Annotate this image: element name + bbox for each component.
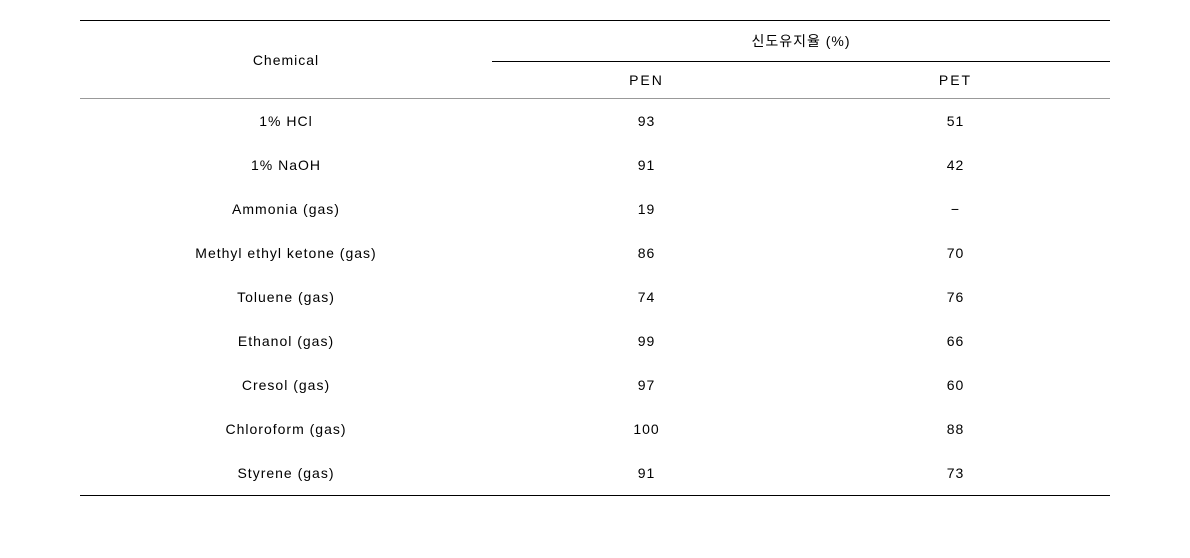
cell-pet: 70 xyxy=(801,231,1110,275)
table-header: Chemical 신도유지율 (%) PEN PET xyxy=(80,21,1110,99)
cell-pen: 97 xyxy=(492,363,801,407)
cell-pen: 93 xyxy=(492,99,801,144)
table-body: 1% HCl 93 51 1% NaOH 91 42 Ammonia (gas)… xyxy=(80,99,1110,496)
cell-pet: 88 xyxy=(801,407,1110,451)
cell-chemical: Methyl ethyl ketone (gas) xyxy=(80,231,492,275)
column-header-pet: PET xyxy=(801,62,1110,99)
cell-pet: 42 xyxy=(801,143,1110,187)
cell-pen: 74 xyxy=(492,275,801,319)
cell-pet: 60 xyxy=(801,363,1110,407)
cell-pen: 99 xyxy=(492,319,801,363)
cell-chemical: Cresol (gas) xyxy=(80,363,492,407)
table-row: Ethanol (gas) 99 66 xyxy=(80,319,1110,363)
cell-pen: 91 xyxy=(492,143,801,187)
cell-pen: 86 xyxy=(492,231,801,275)
table-row: Cresol (gas) 97 60 xyxy=(80,363,1110,407)
cell-chemical: Chloroform (gas) xyxy=(80,407,492,451)
cell-pet: 76 xyxy=(801,275,1110,319)
table-row: Methyl ethyl ketone (gas) 86 70 xyxy=(80,231,1110,275)
table-row: 1% HCl 93 51 xyxy=(80,99,1110,144)
cell-pet: 51 xyxy=(801,99,1110,144)
column-group-header: 신도유지율 (%) xyxy=(492,21,1110,62)
cell-chemical: Toluene (gas) xyxy=(80,275,492,319)
cell-pet: 73 xyxy=(801,451,1110,496)
cell-pen: 19 xyxy=(492,187,801,231)
table-row: Ammonia (gas) 19 − xyxy=(80,187,1110,231)
cell-chemical: 1% NaOH xyxy=(80,143,492,187)
cell-pet: 66 xyxy=(801,319,1110,363)
table-row: Chloroform (gas) 100 88 xyxy=(80,407,1110,451)
table-row: 1% NaOH 91 42 xyxy=(80,143,1110,187)
column-header-pen: PEN xyxy=(492,62,801,99)
cell-pen: 100 xyxy=(492,407,801,451)
cell-pen: 91 xyxy=(492,451,801,496)
chemical-retention-table: Chemical 신도유지율 (%) PEN PET 1% HCl 93 51 … xyxy=(80,20,1110,496)
cell-chemical: Ethanol (gas) xyxy=(80,319,492,363)
table-row: Toluene (gas) 74 76 xyxy=(80,275,1110,319)
cell-chemical: 1% HCl xyxy=(80,99,492,144)
column-header-chemical: Chemical xyxy=(80,21,492,99)
cell-pet: − xyxy=(801,187,1110,231)
cell-chemical: Ammonia (gas) xyxy=(80,187,492,231)
cell-chemical: Styrene (gas) xyxy=(80,451,492,496)
table-row: Styrene (gas) 91 73 xyxy=(80,451,1110,496)
